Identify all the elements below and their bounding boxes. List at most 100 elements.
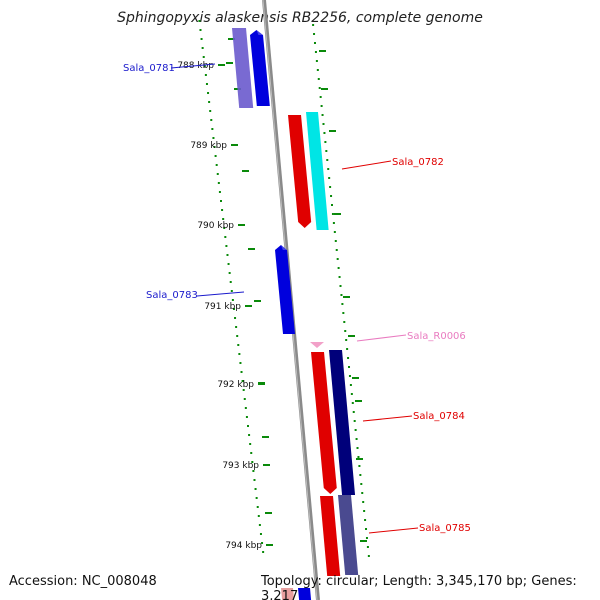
- gc-dot: [367, 555, 370, 557]
- gc-dot: [262, 551, 265, 553]
- tick-mark: [238, 224, 245, 226]
- sala-r0006-label: Sala_R0006: [407, 331, 466, 342]
- gc-dot: [200, 38, 203, 40]
- gc-dot: [353, 420, 356, 422]
- gc-dot: [258, 524, 261, 526]
- gc-dot: [235, 326, 238, 328]
- gc-dot: [213, 146, 216, 148]
- gc-dot: [357, 456, 360, 458]
- gc-dot: [338, 276, 341, 278]
- sala-0782-cds-bar: [288, 115, 312, 228]
- sala-r0006-leader-line: [356, 334, 407, 342]
- sala-0785-leader-line: [368, 527, 419, 534]
- next-feature-bar: [281, 588, 295, 600]
- gc-dash: [321, 88, 328, 90]
- gc-dot: [208, 101, 211, 103]
- gc-dot: [365, 528, 368, 530]
- gc-dash: [319, 50, 326, 52]
- gc-dash: [248, 248, 255, 250]
- gc-content-dots: [198, 20, 370, 557]
- gc-dot: [245, 416, 248, 418]
- gc-dot: [257, 515, 260, 517]
- gc-dot: [325, 150, 328, 152]
- gc-dot: [365, 537, 368, 539]
- gc-dot: [223, 227, 226, 229]
- gc-dot: [224, 236, 227, 238]
- gc-dot: [250, 452, 253, 454]
- gc-dash: [355, 400, 362, 402]
- gc-dot: [221, 209, 224, 211]
- sala-0784-leader-line: [362, 415, 413, 422]
- gc-dot: [252, 470, 255, 472]
- gc-dot: [227, 263, 230, 265]
- gc-dot: [346, 348, 349, 350]
- gc-dash: [329, 130, 336, 132]
- gc-dot: [237, 344, 240, 346]
- gc-dot: [244, 407, 247, 409]
- gc-dot: [334, 240, 337, 242]
- gc-dot: [234, 317, 237, 319]
- gc-dot: [342, 312, 345, 314]
- sala-r0006-rrna-mark: [310, 342, 324, 348]
- gc-dash: [254, 300, 261, 302]
- sala-0783-label: Sala_0783: [146, 290, 198, 301]
- gc-dot: [231, 299, 234, 301]
- gc-dot: [321, 114, 324, 116]
- tick-label: 792 kbp: [217, 380, 254, 390]
- gc-dot: [326, 159, 329, 161]
- sala-0781-cds-bar-shine: [256, 30, 263, 35]
- sala-0783-cds-bar-shine: [281, 245, 287, 250]
- gc-dot: [211, 128, 214, 130]
- gc-dash: [228, 38, 235, 40]
- gc-dot: [225, 245, 228, 247]
- gc-dot: [229, 281, 232, 283]
- tick-mark: [263, 464, 270, 466]
- gc-dot: [230, 290, 233, 292]
- sala-0785-cds-bar: [320, 496, 341, 576]
- gc-dash: [360, 540, 367, 542]
- gc-dot: [254, 488, 257, 490]
- gc-dot: [328, 177, 331, 179]
- sala-0784-label: Sala_0784: [413, 411, 465, 422]
- gc-dot: [207, 92, 210, 94]
- gc-dot: [335, 249, 338, 251]
- gc-dash: [352, 377, 359, 379]
- gc-dot: [350, 393, 353, 395]
- gc-dot: [359, 474, 362, 476]
- gc-dot: [259, 533, 262, 535]
- gc-dot: [253, 479, 256, 481]
- tick-label: 793 kbp: [222, 461, 259, 471]
- gc-dot: [251, 461, 254, 463]
- gc-dot: [341, 303, 344, 305]
- gc-dot: [358, 465, 361, 467]
- sala-0783-cds-bar: [275, 245, 296, 334]
- gc-dot: [256, 506, 259, 508]
- gc-dot: [354, 429, 357, 431]
- gc-dot: [349, 384, 352, 386]
- gc-dot: [356, 447, 359, 449]
- gc-dot: [351, 402, 354, 404]
- genome-summary-text: Topology: circular; Length: 3,345,170 bp…: [261, 574, 577, 600]
- gc-dot: [314, 51, 317, 53]
- tick-mark: [231, 144, 238, 146]
- gc-dot: [204, 74, 207, 76]
- gc-dot: [324, 141, 327, 143]
- gc-dash: [242, 170, 249, 172]
- sala-0782-orf-bar: [306, 112, 329, 230]
- gc-dot: [323, 132, 326, 134]
- gc-dot: [316, 69, 319, 71]
- gc-dot: [205, 83, 208, 85]
- gc-dot: [340, 294, 343, 296]
- gc-dot: [209, 110, 212, 112]
- gc-dot: [216, 173, 219, 175]
- sala-0784-orf-bar: [329, 350, 356, 495]
- sala-0783-leader-line: [196, 291, 245, 297]
- gc-dot: [255, 497, 258, 499]
- tick-mark: [218, 64, 225, 66]
- sala-0785-label: Sala_0785: [419, 523, 471, 534]
- gc-dot: [352, 411, 355, 413]
- sala-0781-orf-bar: [232, 28, 254, 108]
- gene-labels: Sala_0781 Sala_0782 Sala_0783 Sala_R0006 Sal…: [123, 63, 471, 534]
